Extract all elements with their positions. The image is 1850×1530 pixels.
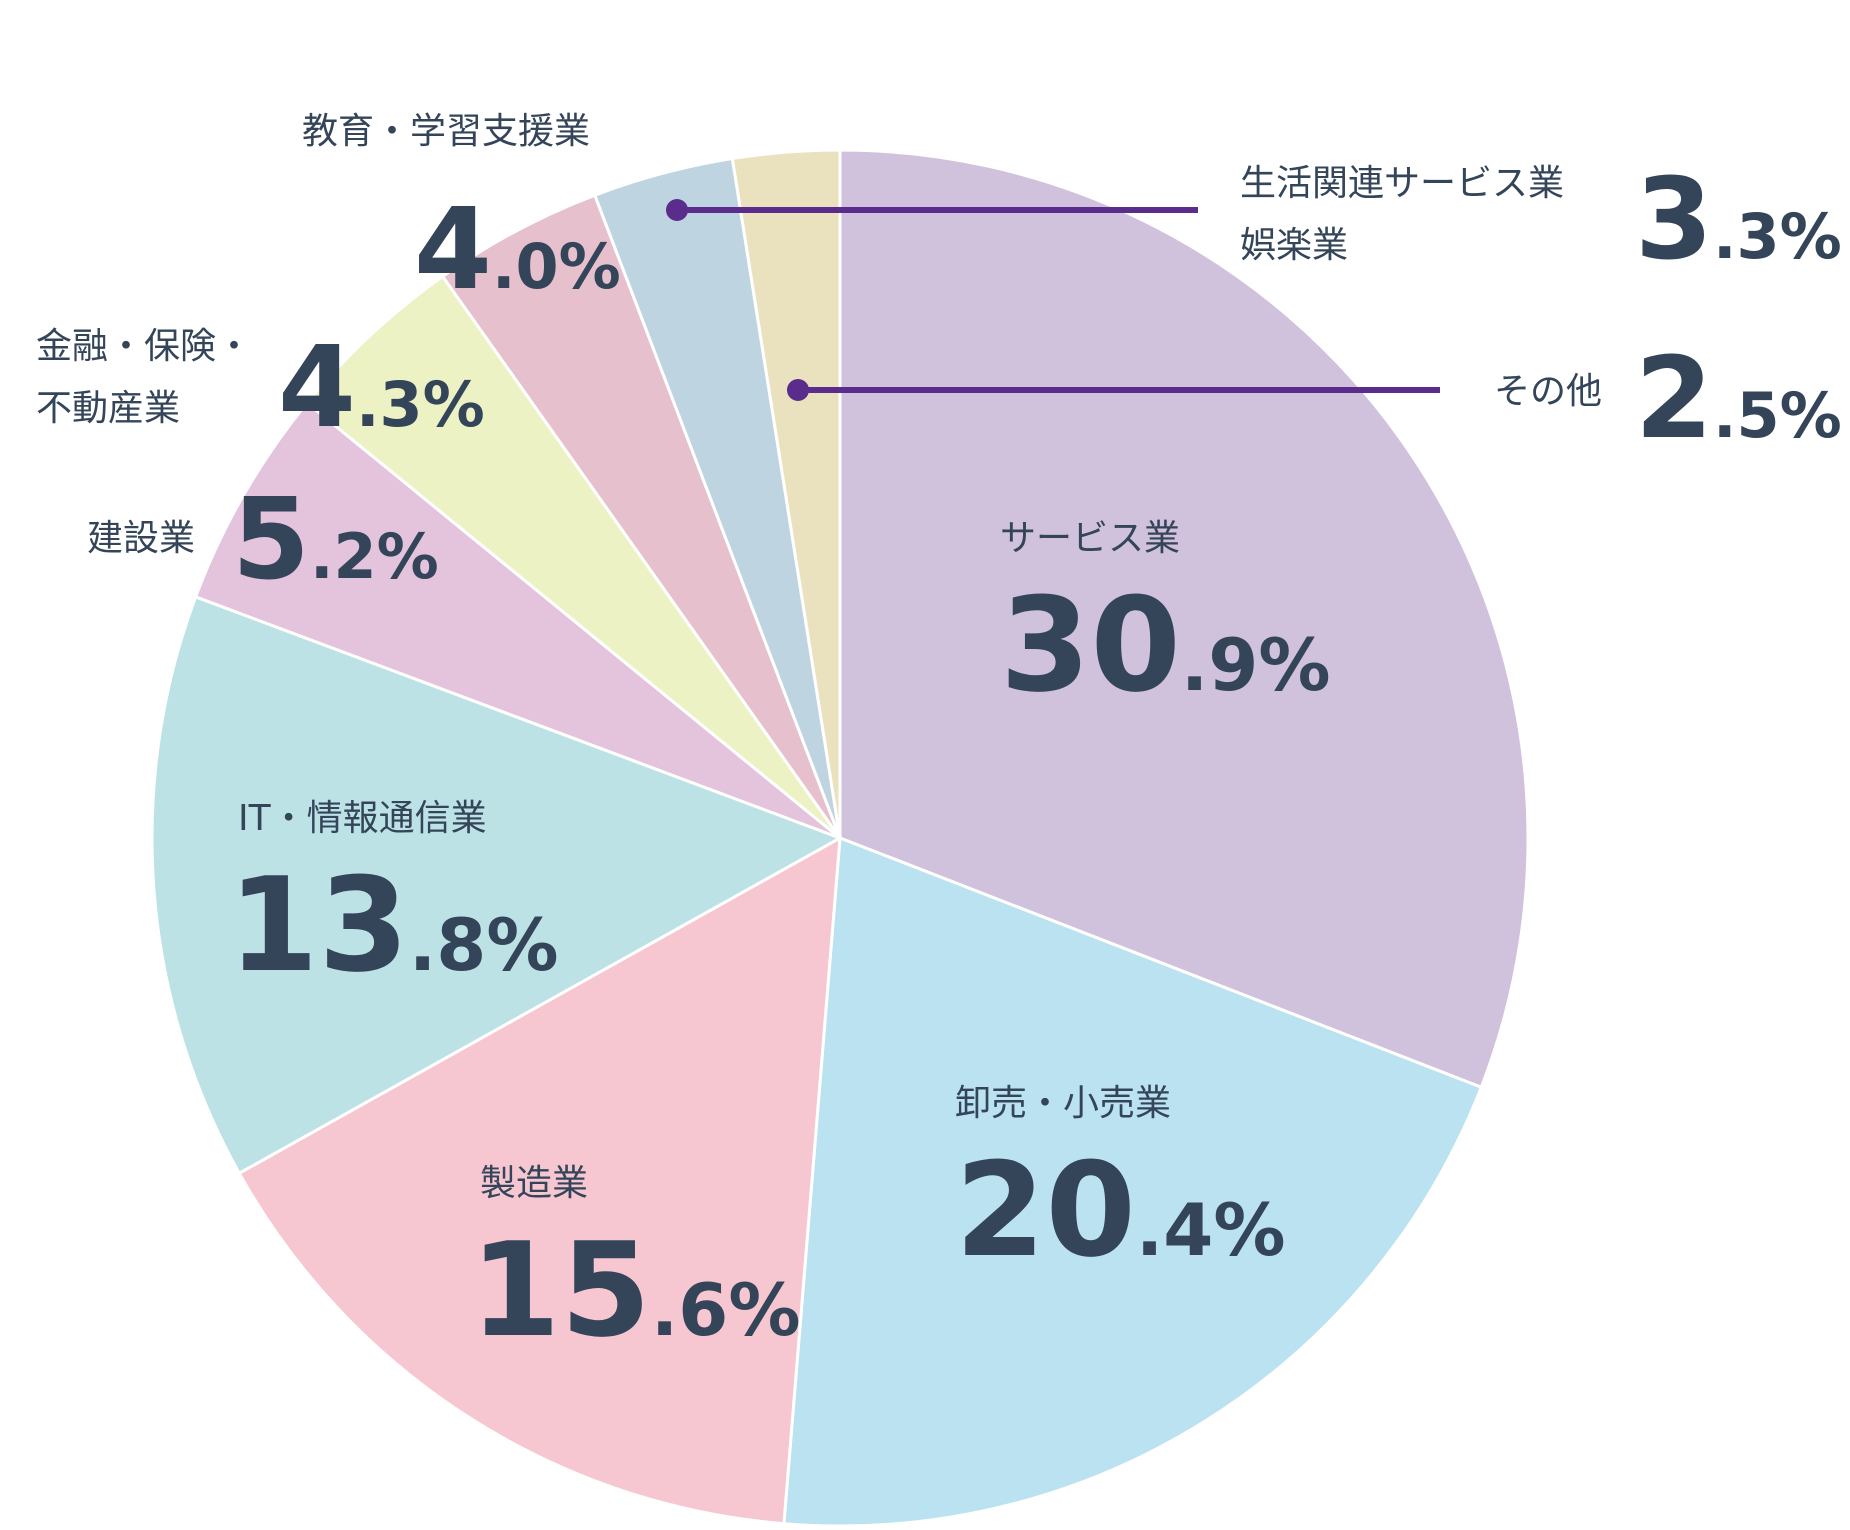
category-label-7: 生活関連サービス業娯楽業 bbox=[1240, 163, 1564, 266]
value-label-1: 20.4% bbox=[955, 1134, 1286, 1286]
pie-slice-2 bbox=[237, 836, 842, 1526]
pie-slice-5 bbox=[305, 274, 842, 840]
pie-slices bbox=[150, 148, 1530, 1528]
value-decimal-0: .9% bbox=[1181, 623, 1331, 707]
value-label-0: 30.9% bbox=[1000, 569, 1331, 721]
category-label-8: その他 bbox=[1494, 371, 1602, 412]
category-label-6: 教育・学習支援業 bbox=[302, 111, 590, 152]
value-integer-1: 20 bbox=[955, 1134, 1136, 1286]
slice-labels: サービス業 30.9% 卸売・小売業 20.4% 製造業 15.6% IT・情報通信業 13.… bbox=[36, 111, 1842, 1366]
category-label-1: 卸売・小売業 bbox=[955, 1083, 1171, 1124]
value-integer-6: 4 bbox=[414, 185, 492, 315]
category-label-4: 建設業 bbox=[87, 518, 195, 559]
leader-lines bbox=[666, 199, 1440, 401]
value-label-2: 15.6% bbox=[470, 1214, 801, 1366]
category-label-3: IT・情報通信業 bbox=[238, 798, 487, 839]
category-label-0: サービス業 bbox=[1000, 518, 1180, 559]
value-decimal-5: .3% bbox=[356, 368, 485, 441]
pie-slice-4 bbox=[194, 401, 842, 840]
value-label-3: 13.8% bbox=[228, 849, 559, 1001]
value-integer-5: 4 bbox=[278, 323, 356, 453]
value-label-5: 4.3% bbox=[278, 323, 485, 453]
value-label-4: 5.2% bbox=[232, 475, 439, 605]
pie-slice-0 bbox=[838, 148, 1530, 1089]
value-label-6: 4.0% bbox=[414, 185, 621, 315]
category-label-2: 製造業 bbox=[480, 1163, 588, 1204]
pie-slice-3 bbox=[150, 595, 842, 1175]
leader-dot-7 bbox=[666, 199, 688, 221]
value-label-8: 2.5% bbox=[1635, 334, 1842, 464]
pie-slice-8 bbox=[730, 148, 842, 840]
value-integer-7: 3 bbox=[1635, 155, 1713, 285]
category-label-5: 金融・保険・不動産業 bbox=[36, 326, 252, 429]
value-decimal-1: .4% bbox=[1136, 1188, 1286, 1272]
value-decimal-6: .0% bbox=[492, 230, 621, 303]
value-integer-0: 30 bbox=[1000, 569, 1181, 721]
value-integer-3: 13 bbox=[228, 849, 409, 1001]
value-decimal-8: .5% bbox=[1713, 379, 1842, 452]
pie-slice-1 bbox=[782, 836, 1483, 1528]
value-decimal-3: .8% bbox=[409, 903, 559, 987]
value-decimal-7: .3% bbox=[1713, 200, 1842, 273]
value-integer-4: 5 bbox=[232, 475, 310, 605]
value-integer-2: 15 bbox=[470, 1214, 651, 1366]
value-label-7: 3.3% bbox=[1635, 155, 1842, 285]
leader-dot-8 bbox=[787, 379, 809, 401]
value-decimal-2: .6% bbox=[651, 1268, 801, 1352]
value-integer-8: 2 bbox=[1635, 334, 1713, 464]
value-decimal-4: .2% bbox=[310, 520, 439, 593]
